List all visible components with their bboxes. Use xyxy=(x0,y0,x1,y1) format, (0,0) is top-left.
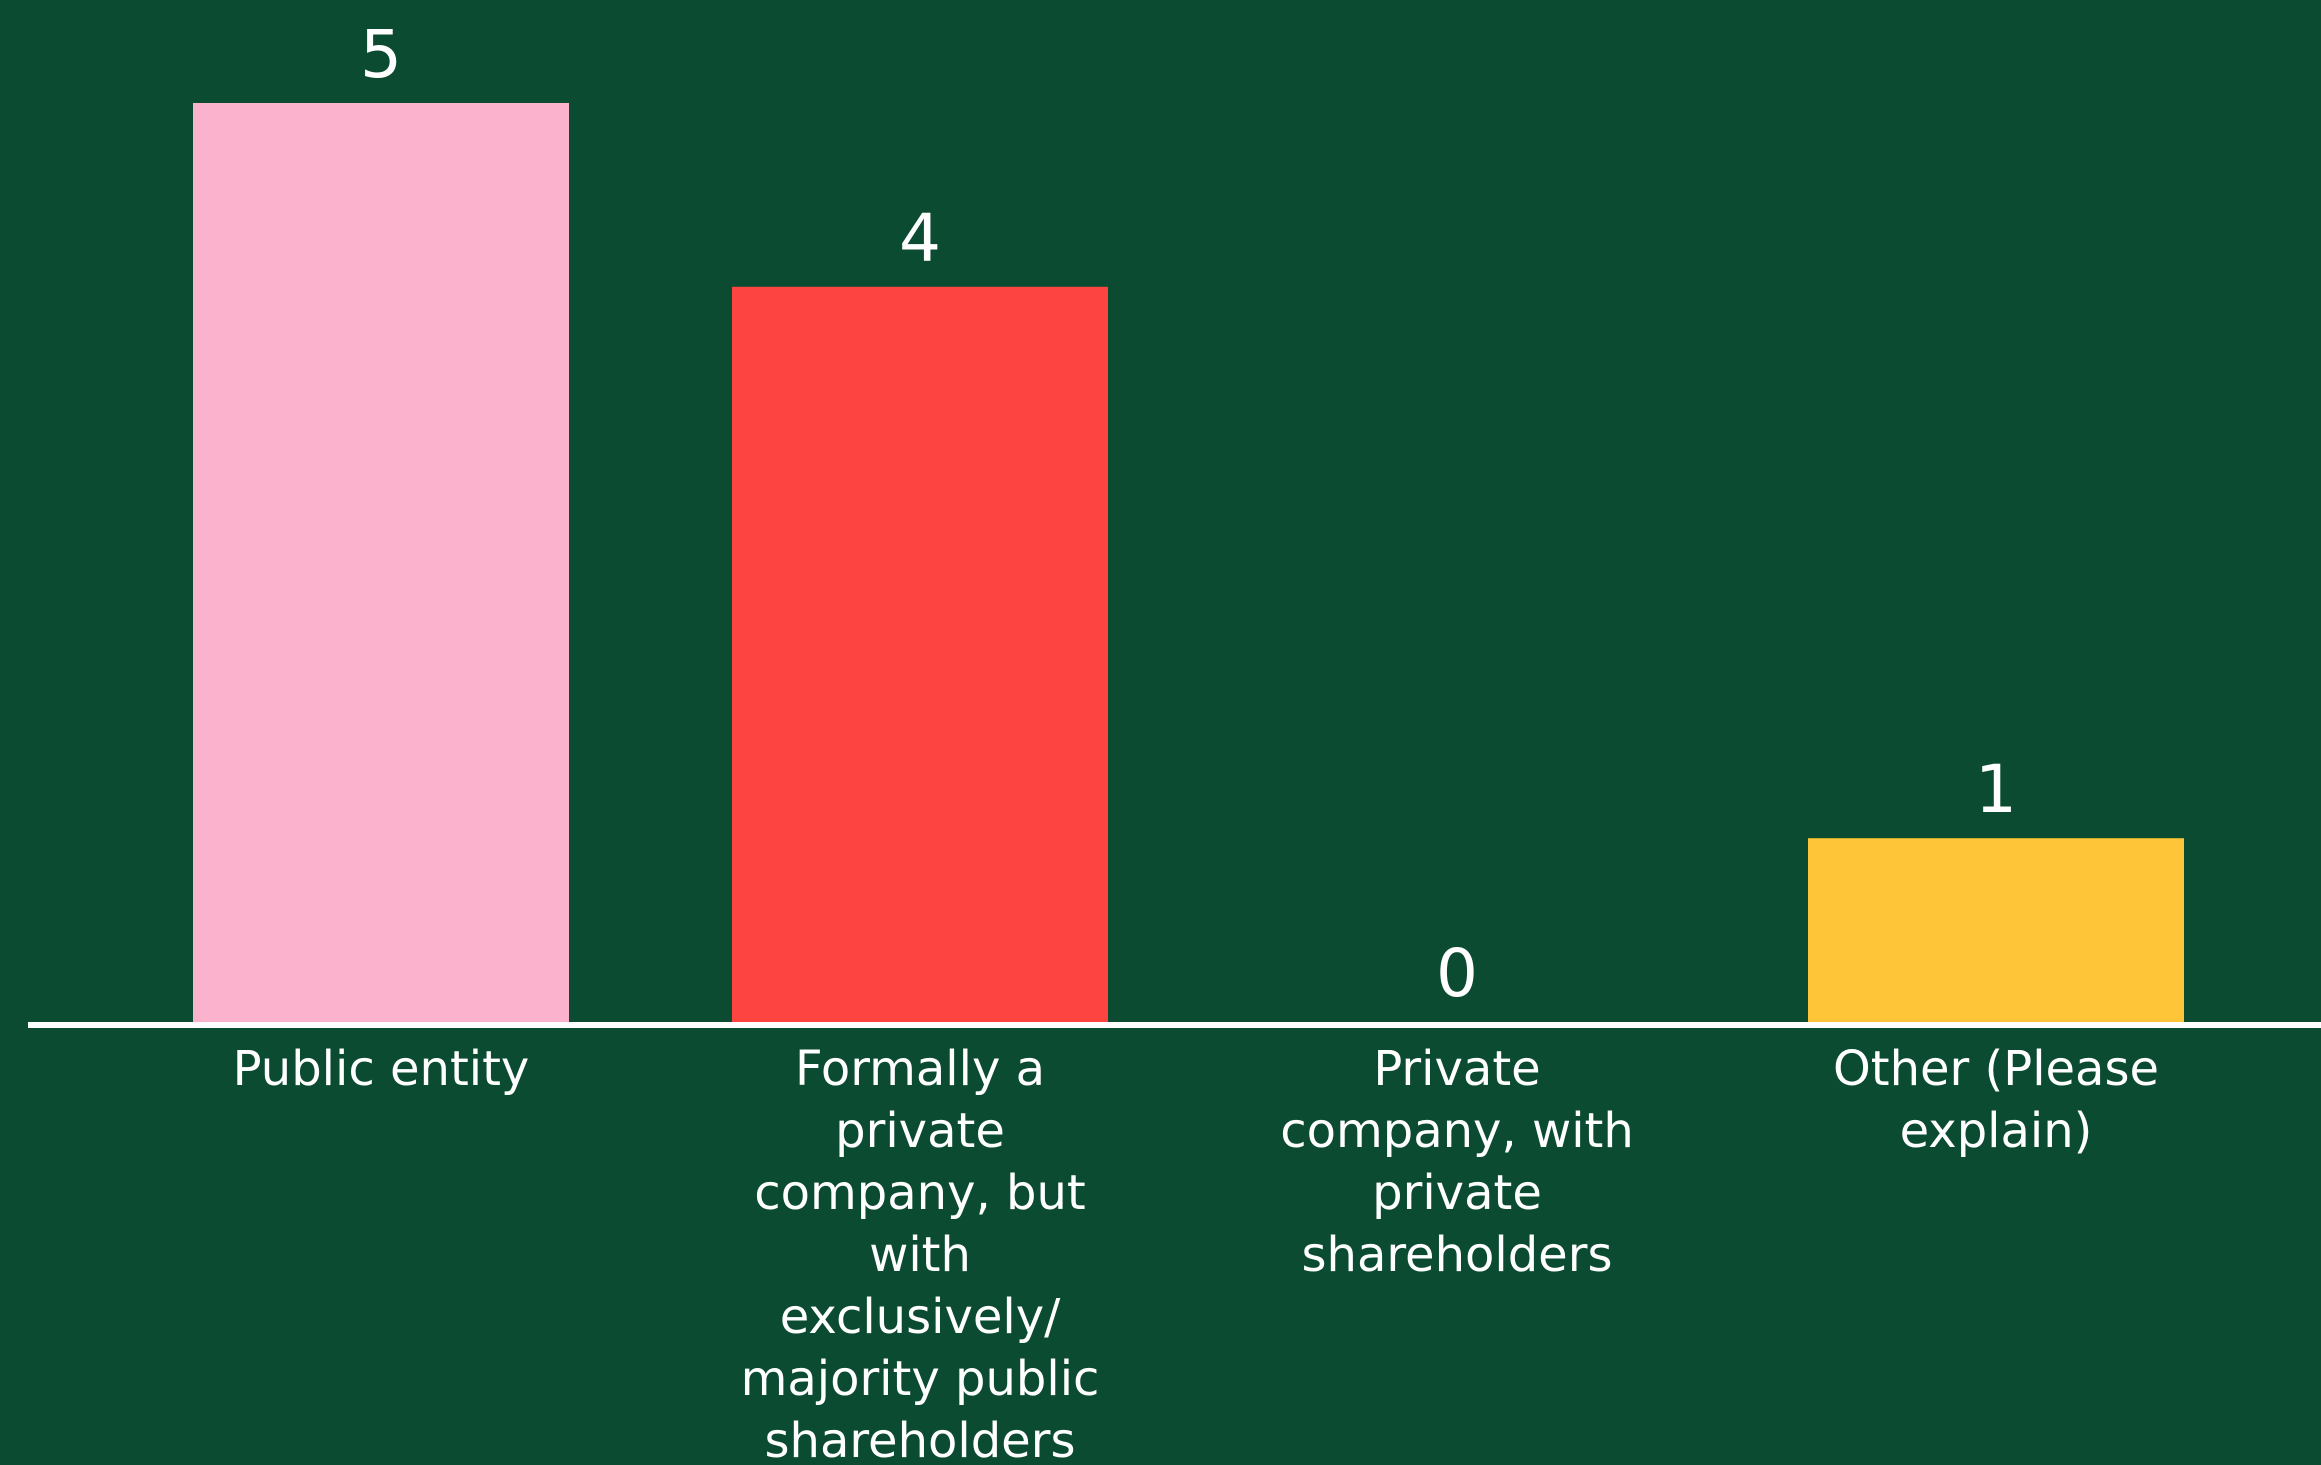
value-label-3: 0 xyxy=(1436,935,1478,1012)
category-label-line: exclusively/ xyxy=(780,1289,1061,1345)
value-label-2: 4 xyxy=(899,200,941,277)
category-label-2: Formally a private company, but with exclusi… xyxy=(741,1041,1100,1465)
category-label-line: with xyxy=(869,1227,971,1283)
bar-2 xyxy=(732,286,1108,1022)
category-label-line: Formally a xyxy=(795,1041,1045,1097)
category-label-line: Public entity xyxy=(233,1041,530,1097)
category-label-line: Other (Please xyxy=(1833,1041,2159,1097)
bar-1 xyxy=(193,103,569,1022)
value-label-4: 1 xyxy=(1975,751,2017,828)
category-label-line: majority public xyxy=(741,1351,1100,1407)
value-labels-layer: 5 4 0 1 xyxy=(360,16,2017,1012)
category-label-1: Public entity xyxy=(233,1041,530,1097)
category-label-line: private xyxy=(835,1103,1005,1159)
bars-layer xyxy=(193,103,2184,1022)
category-label-line: company, with xyxy=(1280,1103,1634,1159)
category-label-line: Private xyxy=(1373,1041,1540,1097)
category-label-3: Private company, with private shareholders xyxy=(1280,1041,1634,1283)
category-label-line: company, but xyxy=(754,1165,1085,1221)
category-label-line: shareholders xyxy=(1302,1227,1613,1283)
bar-4 xyxy=(1808,838,2184,1022)
category-label-line: shareholders xyxy=(765,1413,1076,1465)
category-label-4: Other (Please explain) xyxy=(1833,1041,2159,1159)
category-label-line: explain) xyxy=(1900,1103,2093,1159)
category-label-line: private xyxy=(1372,1165,1542,1221)
value-label-1: 5 xyxy=(360,16,402,93)
category-labels-layer: Public entity Formally a private company, b… xyxy=(233,1041,2159,1465)
